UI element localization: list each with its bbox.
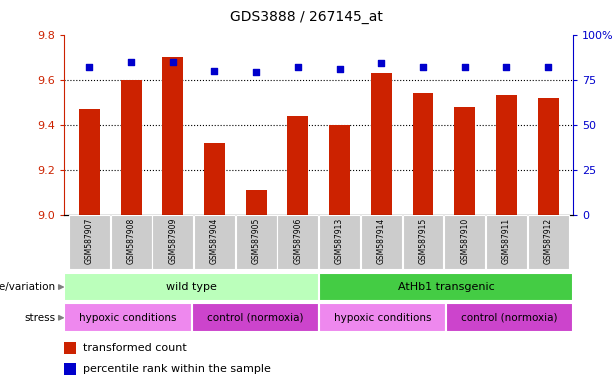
Point — [251, 70, 261, 76]
Bar — [319, 303, 446, 332]
Bar — [496, 96, 517, 215]
Point — [126, 59, 136, 65]
Point — [85, 64, 94, 70]
Bar — [538, 98, 558, 215]
Bar — [64, 363, 75, 375]
Bar — [371, 73, 392, 215]
Text: GSM587907: GSM587907 — [85, 218, 94, 264]
Bar — [361, 215, 402, 269]
Bar — [194, 215, 235, 269]
Point — [460, 64, 470, 70]
Text: percentile rank within the sample: percentile rank within the sample — [83, 364, 270, 374]
Point — [168, 59, 178, 65]
Text: GSM587904: GSM587904 — [210, 218, 219, 264]
Bar — [69, 215, 110, 269]
Bar — [287, 116, 308, 215]
Text: GSM587908: GSM587908 — [127, 218, 135, 264]
Text: hypoxic conditions: hypoxic conditions — [333, 313, 431, 323]
Bar — [454, 107, 475, 215]
Text: wild type: wild type — [166, 282, 217, 292]
Bar — [111, 215, 151, 269]
Point — [293, 64, 303, 70]
Point — [501, 64, 511, 70]
Text: GSM587911: GSM587911 — [502, 218, 511, 264]
Text: GSM587905: GSM587905 — [252, 218, 261, 264]
Text: GSM587910: GSM587910 — [460, 218, 469, 264]
Bar — [413, 93, 433, 215]
Bar — [319, 273, 573, 301]
Bar — [79, 109, 100, 215]
Bar — [278, 215, 318, 269]
Bar — [329, 125, 350, 215]
Bar — [246, 190, 267, 215]
Bar — [162, 57, 183, 215]
Text: hypoxic conditions: hypoxic conditions — [79, 313, 177, 323]
Text: GSM587914: GSM587914 — [377, 218, 386, 264]
Text: control (normoxia): control (normoxia) — [207, 313, 303, 323]
Point — [418, 64, 428, 70]
Bar — [444, 215, 485, 269]
Bar — [64, 342, 75, 354]
Point — [335, 66, 345, 72]
Text: GSM587909: GSM587909 — [169, 218, 177, 264]
Bar — [486, 215, 527, 269]
Point — [376, 60, 386, 66]
Text: GSM587912: GSM587912 — [544, 218, 553, 264]
Text: transformed count: transformed count — [83, 343, 186, 353]
Text: genotype/variation: genotype/variation — [0, 282, 55, 292]
Text: control (normoxia): control (normoxia) — [462, 313, 558, 323]
Text: GSM587915: GSM587915 — [419, 218, 427, 264]
Text: GSM587906: GSM587906 — [294, 218, 302, 264]
Bar — [319, 215, 360, 269]
Bar — [236, 215, 276, 269]
Bar — [121, 80, 142, 215]
Text: AtHb1 transgenic: AtHb1 transgenic — [398, 282, 494, 292]
Bar — [403, 215, 443, 269]
Bar — [528, 215, 569, 269]
Bar — [204, 143, 225, 215]
Bar — [191, 303, 319, 332]
Bar — [446, 303, 573, 332]
Bar — [64, 273, 319, 301]
Bar — [153, 215, 193, 269]
Point — [210, 68, 219, 74]
Point — [543, 64, 553, 70]
Text: stress: stress — [24, 313, 55, 323]
Bar — [64, 303, 191, 332]
Text: GSM587913: GSM587913 — [335, 218, 344, 264]
Text: GDS3888 / 267145_at: GDS3888 / 267145_at — [230, 10, 383, 23]
